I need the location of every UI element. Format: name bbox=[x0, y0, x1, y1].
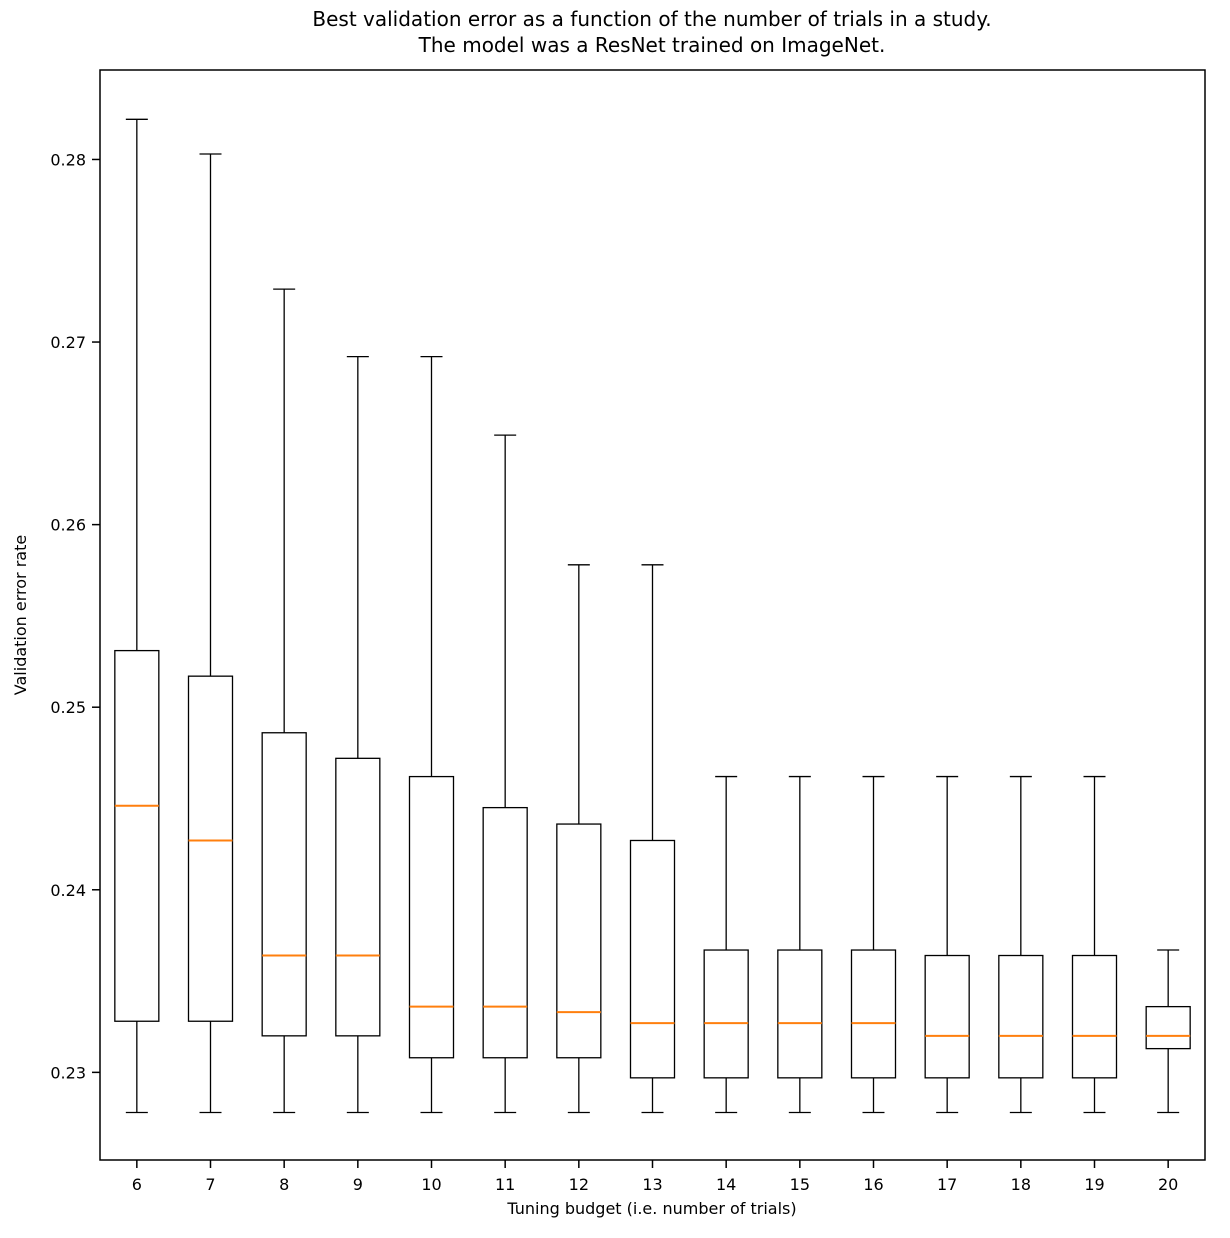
chart-title-line2: The model was a ResNet trained on ImageN… bbox=[418, 33, 886, 57]
plot-layer: 0.23 0.24 0.25 0.26 0.27 0.28 6 7 8 9 10 11 12 13 14 15… bbox=[50, 118, 1191, 1194]
x-tick-label: 12 bbox=[569, 1175, 589, 1194]
box bbox=[114, 649, 160, 1022]
plot-border bbox=[99, 69, 1206, 1161]
y-axis-label: Validation error rate bbox=[11, 535, 30, 695]
box bbox=[556, 823, 602, 1059]
y-tick-label: 0.23 bbox=[50, 1063, 86, 1082]
box bbox=[703, 949, 749, 1079]
x-tick-label: 16 bbox=[863, 1175, 883, 1194]
y-tick-label: 0.26 bbox=[50, 516, 86, 535]
x-tick-label: 17 bbox=[937, 1175, 957, 1194]
y-tick-label: 0.27 bbox=[50, 333, 86, 352]
box bbox=[187, 675, 234, 1022]
box bbox=[850, 949, 897, 1079]
x-tick-label: 20 bbox=[1158, 1175, 1178, 1194]
box bbox=[1145, 1005, 1191, 1050]
box bbox=[777, 949, 823, 1079]
x-tick-label: 18 bbox=[1011, 1175, 1031, 1194]
box bbox=[335, 757, 381, 1037]
x-tick-label: 11 bbox=[495, 1175, 515, 1194]
x-tick-label: 10 bbox=[421, 1175, 441, 1194]
x-tick-label: 8 bbox=[279, 1175, 289, 1194]
box bbox=[629, 839, 676, 1079]
y-tick-label: 0.25 bbox=[50, 698, 86, 717]
box bbox=[482, 806, 528, 1059]
box bbox=[998, 954, 1044, 1079]
box bbox=[1071, 954, 1118, 1079]
x-tick-label: 19 bbox=[1084, 1175, 1104, 1194]
x-tick-label: 7 bbox=[205, 1175, 215, 1194]
x-tick-label: 6 bbox=[132, 1175, 142, 1194]
x-tick-label: 9 bbox=[353, 1175, 363, 1194]
box bbox=[261, 732, 307, 1037]
x-axis-label: Tuning budget (i.e. number of trials) bbox=[506, 1199, 796, 1218]
chart-title-line1: Best validation error as a function of t… bbox=[312, 7, 991, 31]
x-tick-label: 13 bbox=[642, 1175, 662, 1194]
x-tick-label: 14 bbox=[716, 1175, 736, 1194]
box bbox=[924, 954, 970, 1079]
y-tick-label: 0.28 bbox=[50, 150, 86, 169]
box bbox=[408, 775, 455, 1059]
y-tick-label: 0.24 bbox=[50, 881, 86, 900]
x-tick-label: 15 bbox=[790, 1175, 810, 1194]
